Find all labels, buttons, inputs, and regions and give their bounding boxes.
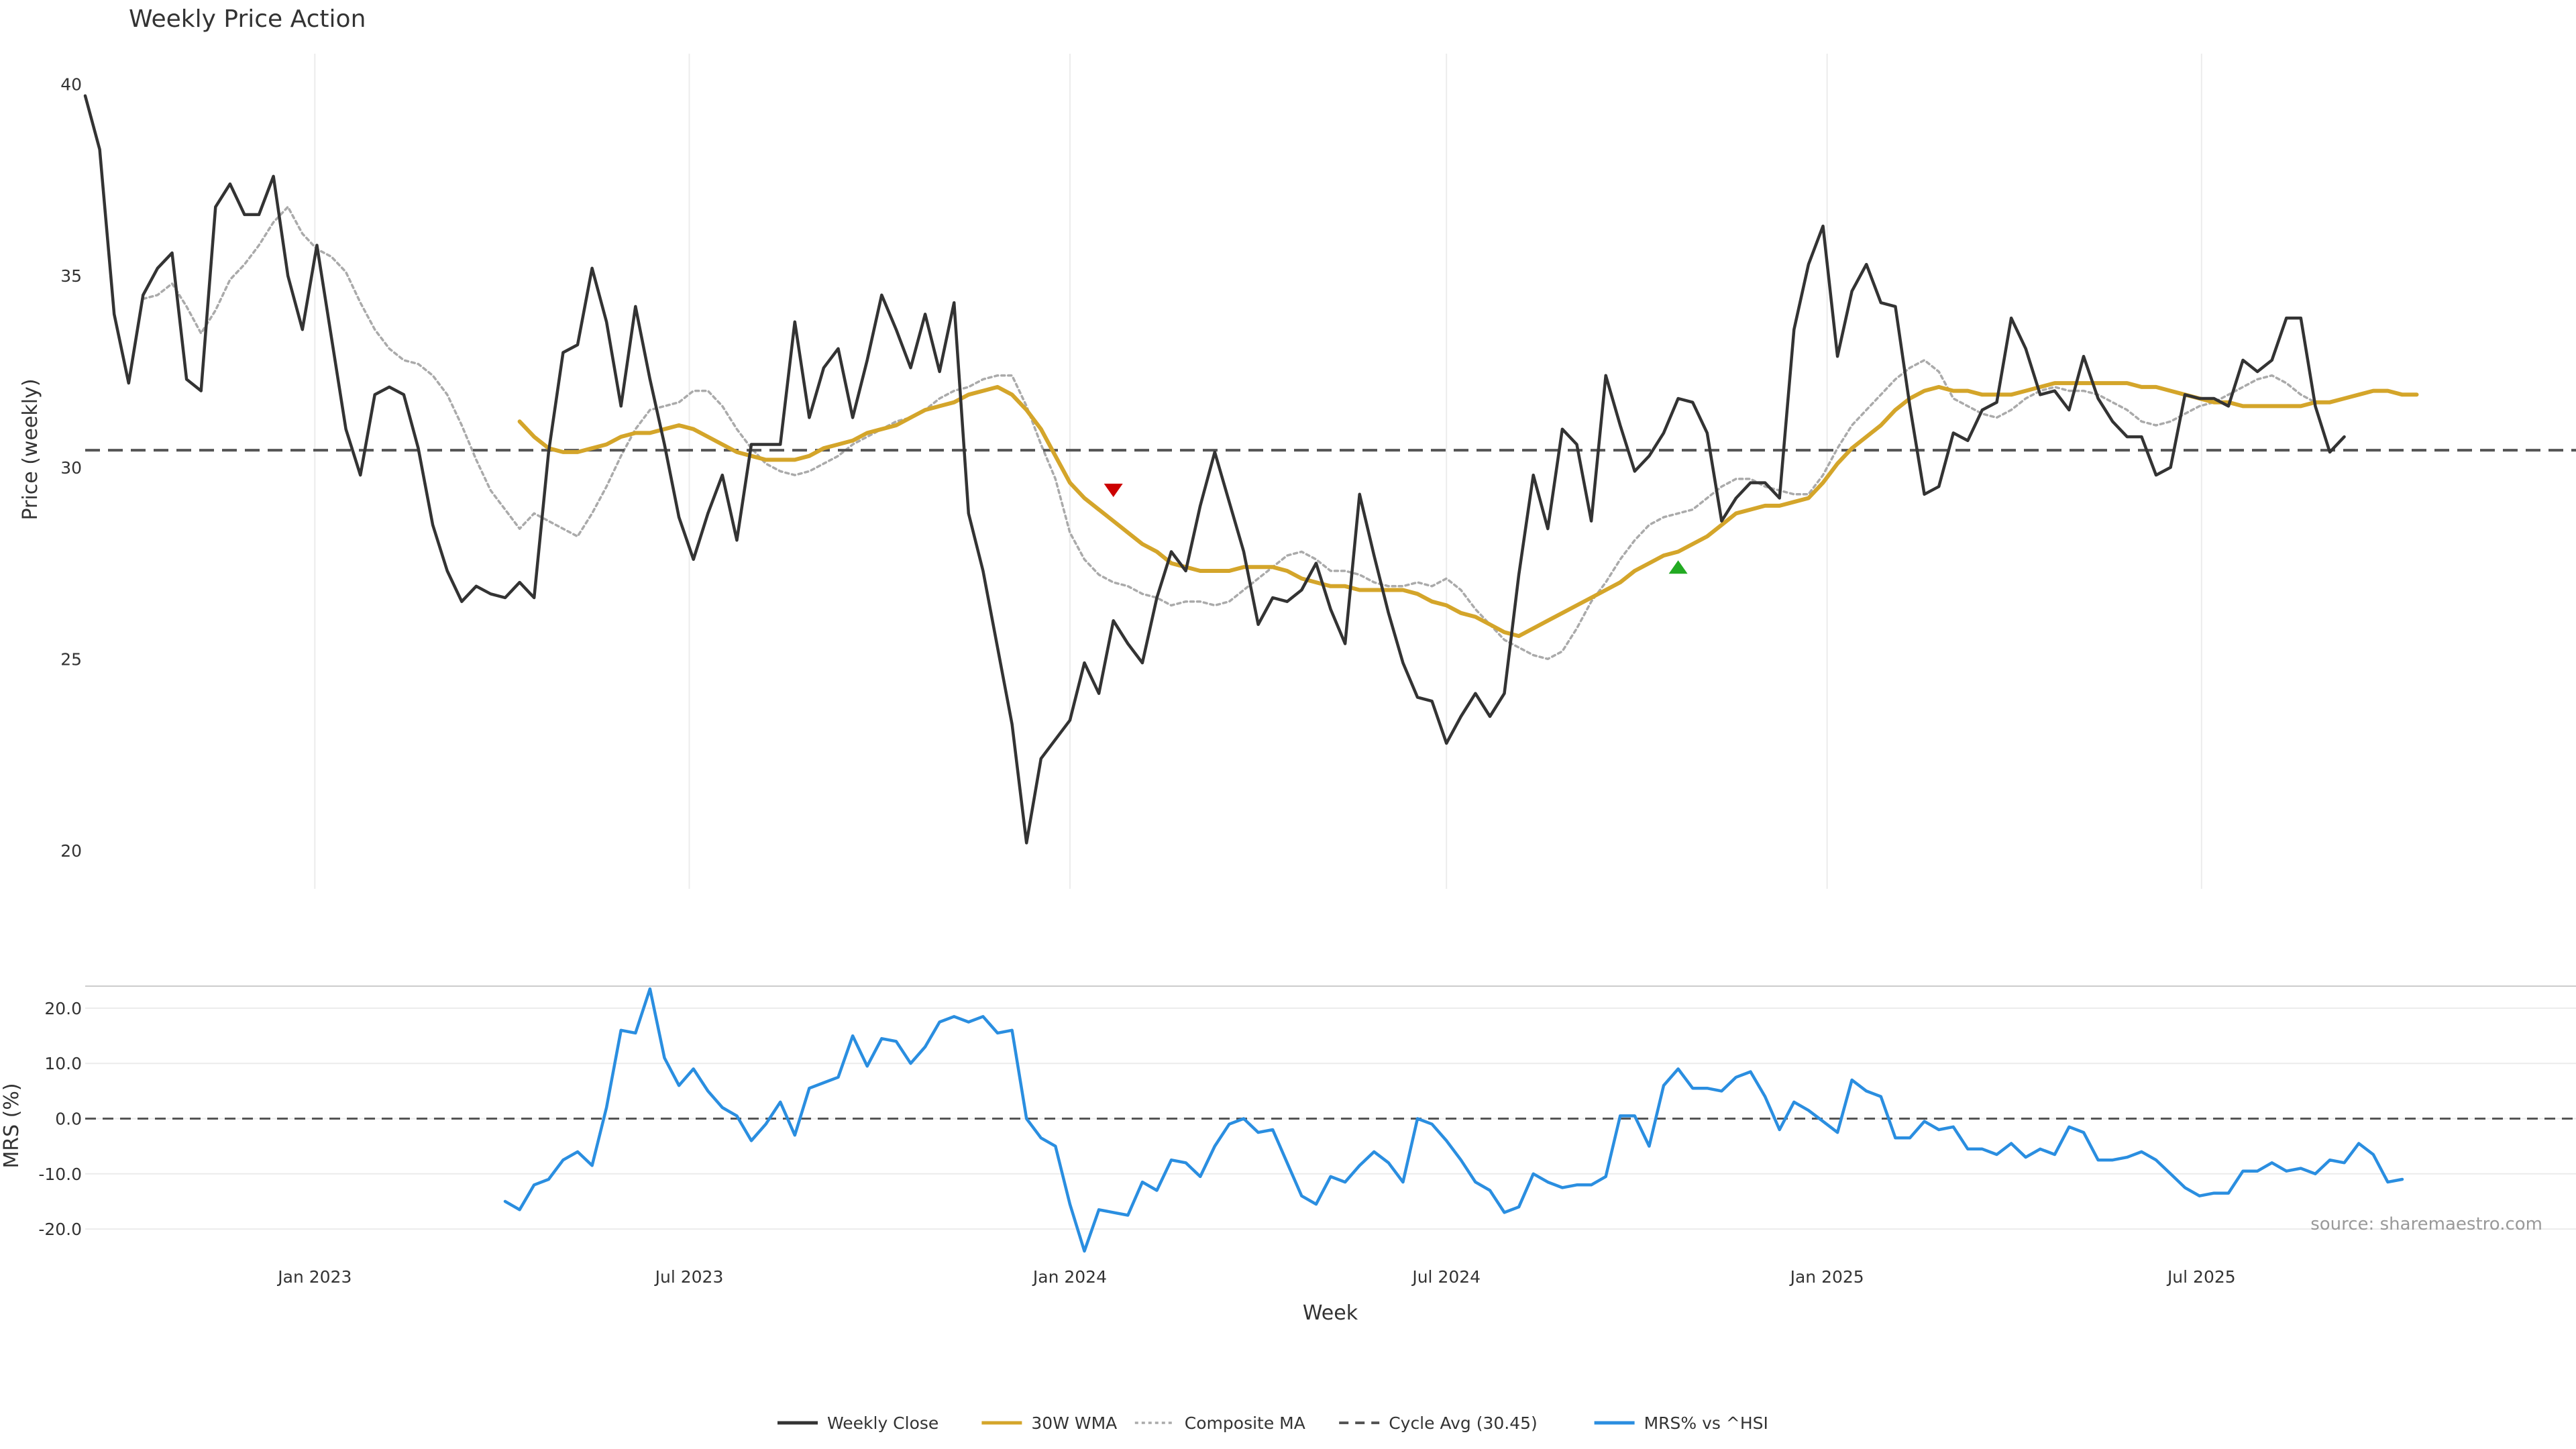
legend-label: MRS% vs ^HSI bbox=[1644, 1413, 1768, 1433]
mrs-y-axis-label: MRS (%) bbox=[0, 1083, 23, 1168]
price-y-tick-label: 35 bbox=[60, 266, 82, 286]
x-tick-label: Jul 2023 bbox=[654, 1267, 724, 1287]
price-panel: 20 25 30 35 40 bbox=[60, 75, 2576, 861]
buy-signal-marker bbox=[1668, 560, 1688, 574]
price-y-axis-label: Price (weekly) bbox=[19, 378, 42, 520]
x-tick-label: Jul 2024 bbox=[1411, 1267, 1481, 1287]
price-y-tick-label: 20 bbox=[60, 841, 82, 861]
series-line-mrs-vs-hsi bbox=[503, 987, 2404, 1253]
mrs-panel: -20.0 -10.0 0.0 10.0 20.0 Jan 2023 Jul 2023 Jan… bbox=[38, 987, 2576, 1287]
legend-label: Cycle Avg (30.45) bbox=[1389, 1413, 1538, 1433]
series-line-weekly-close bbox=[83, 94, 2346, 845]
mrs-y-tick-label: 0.0 bbox=[55, 1110, 82, 1129]
legend: Weekly Close 30W WMA Composite MA Cycle Avg… bbox=[777, 1413, 1768, 1433]
mrs-y-tick-label: 20.0 bbox=[44, 999, 82, 1018]
grid-layer bbox=[85, 54, 2576, 1230]
mrs-y-tick-label: -10.0 bbox=[38, 1165, 82, 1184]
source-annotation: source: sharemaestro.com bbox=[2310, 1214, 2542, 1234]
legend-label: 30W WMA bbox=[1031, 1413, 1117, 1433]
x-tick-label: Jul 2025 bbox=[2166, 1267, 2236, 1287]
sell-signal-marker bbox=[1104, 484, 1123, 498]
price-y-tick-label: 30 bbox=[60, 458, 82, 478]
price-y-tick-label: 40 bbox=[60, 75, 82, 95]
legend-label: Composite MA bbox=[1185, 1413, 1305, 1433]
x-tick-label: Jan 2023 bbox=[276, 1267, 352, 1287]
price-y-tick-label: 25 bbox=[60, 649, 82, 669]
legend-label: Weekly Close bbox=[827, 1413, 938, 1433]
series-line-composite-ma bbox=[142, 205, 2317, 661]
x-tick-label: Jan 2024 bbox=[1032, 1267, 1107, 1287]
x-axis-label: Week bbox=[1303, 1301, 1358, 1325]
mrs-y-tick-label: -20.0 bbox=[38, 1220, 82, 1239]
chart-title: Weekly Price Action bbox=[129, 5, 366, 33]
mrs-y-tick-label: 10.0 bbox=[44, 1054, 82, 1073]
series-line-30w-wma bbox=[517, 381, 2419, 639]
x-tick-label: Jan 2025 bbox=[1789, 1267, 1864, 1287]
